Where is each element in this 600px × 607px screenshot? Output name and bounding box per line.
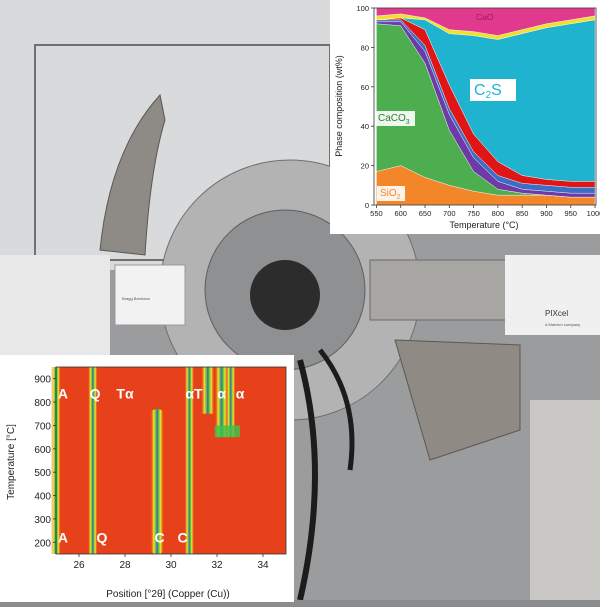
y-tick-label: 20 bbox=[361, 162, 369, 171]
series-label-part: SiO bbox=[380, 188, 397, 199]
x-tick-label: 650 bbox=[419, 209, 432, 218]
sample-stage bbox=[250, 260, 320, 330]
detector-housing bbox=[505, 255, 600, 335]
detector-arc-plate bbox=[394, 339, 521, 461]
peak-band-1 bbox=[87, 367, 98, 554]
bragg-module bbox=[114, 264, 186, 326]
detector-sublabel: A Malvern company bbox=[545, 322, 580, 327]
cable bbox=[297, 359, 318, 600]
phase-annotation-top: α bbox=[217, 386, 226, 402]
plot-frame bbox=[373, 7, 597, 206]
phase-annotation-top: Q bbox=[90, 386, 101, 402]
phase-annotation-bottom: C bbox=[177, 529, 187, 545]
arc-goniometer-plate bbox=[99, 93, 166, 256]
y-tick-label: 500 bbox=[34, 468, 51, 479]
x-tick-label: 34 bbox=[257, 560, 269, 571]
x-axis-label: Temperature (°C) bbox=[449, 220, 518, 230]
y-tick-label: 100 bbox=[356, 4, 369, 13]
y-tick-label: 700 bbox=[34, 421, 51, 432]
series-label-part: CaCO bbox=[378, 113, 406, 124]
x-tick-label: 550 bbox=[370, 209, 383, 218]
phase-annotation-top: A bbox=[58, 386, 68, 402]
peak-band-2 bbox=[150, 409, 165, 554]
series-label-0: SiO2 bbox=[380, 188, 401, 201]
series-label-part: 2 bbox=[397, 194, 401, 201]
phase-annotation-bottom: Q bbox=[97, 529, 108, 545]
phase-annotation-top: αT bbox=[185, 386, 203, 402]
x-tick-label: 600 bbox=[394, 209, 407, 218]
y-tick-label: 600 bbox=[34, 445, 51, 456]
peak-band-6 bbox=[225, 367, 236, 438]
y-tick-label: 0 bbox=[365, 201, 369, 210]
phase-annotation-top: Tα bbox=[116, 386, 134, 402]
x-tick-label: 30 bbox=[165, 560, 177, 571]
x-tick-label: 32 bbox=[211, 560, 223, 571]
series-label-part: 2 bbox=[486, 90, 492, 101]
x-tick-label: 800 bbox=[492, 209, 505, 218]
x-tick-label: 950 bbox=[564, 209, 577, 218]
y-tick-label: 400 bbox=[34, 492, 51, 503]
y-tick-label: 900 bbox=[34, 375, 51, 386]
y-axis-label: Phase composition (wt%) bbox=[334, 55, 344, 157]
x-tick-label: 700 bbox=[443, 209, 456, 218]
peak-band-5 bbox=[214, 367, 229, 438]
x-tick-label: 28 bbox=[119, 560, 131, 571]
y-tick-label: 200 bbox=[34, 538, 51, 549]
x-tick-label: 850 bbox=[516, 209, 529, 218]
series-label-1: CaCO3 bbox=[378, 113, 410, 126]
tube-housing bbox=[0, 255, 110, 355]
y-tick-label: 60 bbox=[361, 83, 369, 92]
phase-annotation-top: α bbox=[236, 386, 245, 402]
module-label: Bragg Brentano bbox=[122, 296, 151, 301]
y-tick-label: 80 bbox=[361, 43, 369, 52]
series-label-part: CaO bbox=[476, 12, 494, 22]
xrd-heatmap-chart: 26 28 30 32 34 200 300 400 500 600 700 800 900 A Q Tα α… bbox=[0, 355, 294, 602]
phase-annotation-bottom: C bbox=[154, 529, 164, 545]
detector-label: PIXcel bbox=[545, 309, 568, 318]
x-tick-label: 26 bbox=[73, 560, 85, 571]
x-axis-label: Position [°2θ] (Copper (Cu)) bbox=[106, 589, 230, 600]
detector-arm bbox=[369, 259, 511, 321]
series-label-5: C2S bbox=[474, 82, 502, 101]
phase-annotation-bottom: A bbox=[58, 529, 68, 545]
alpha-phase-blob bbox=[214, 425, 240, 438]
peak-band-4 bbox=[200, 367, 215, 414]
y-tick-label: 40 bbox=[361, 122, 369, 131]
x-tick-label: 750 bbox=[467, 209, 480, 218]
series-label-part: C bbox=[474, 82, 486, 99]
series-label-part: S bbox=[491, 82, 502, 99]
x-tick-label: 900 bbox=[540, 209, 553, 218]
y-tick-label: 800 bbox=[34, 398, 51, 409]
series-label-bg bbox=[375, 111, 415, 126]
y-tick-label: 300 bbox=[34, 515, 51, 526]
c2s-label-bg bbox=[470, 79, 516, 101]
y-axis-label: Temperature [°C] bbox=[6, 424, 17, 500]
series-label-7: CaO bbox=[476, 12, 494, 22]
cable-2 bbox=[318, 348, 355, 471]
series-label-bg bbox=[377, 186, 405, 201]
peak-band-3 bbox=[184, 367, 195, 554]
side-cabinet bbox=[530, 400, 600, 600]
series-label-part: 3 bbox=[406, 119, 410, 126]
xrd-heatmap-svg: 26 28 30 32 34 200 300 400 500 600 700 800 900 A Q Tα α… bbox=[6, 366, 287, 600]
